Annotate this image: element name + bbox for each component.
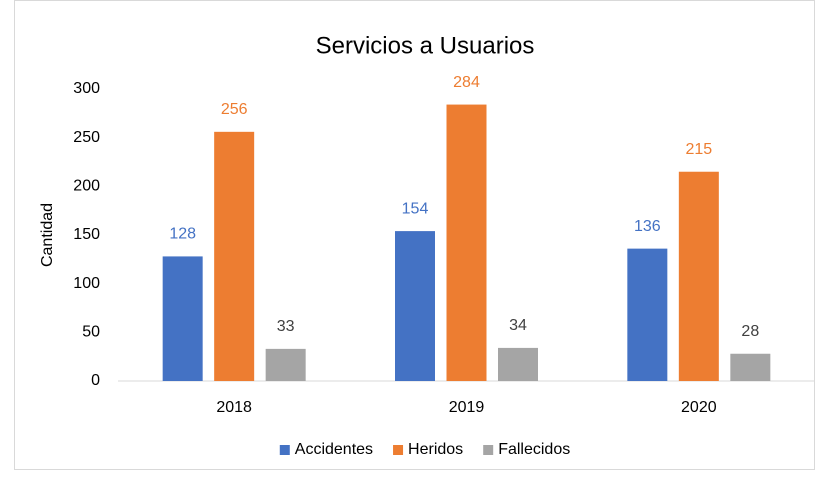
y-tick-label: 0 — [91, 372, 100, 389]
bar — [730, 353, 771, 381]
bar — [678, 171, 719, 381]
data-label: 136 — [634, 218, 661, 235]
chart-title: Servicios a Usuarios — [316, 32, 535, 59]
bar — [498, 347, 538, 381]
data-label: 284 — [453, 74, 480, 91]
y-tick-label: 150 — [73, 226, 100, 243]
x-tick-label: 2020 — [681, 399, 717, 416]
data-label: 215 — [685, 141, 712, 158]
x-tick-label: 2019 — [449, 399, 485, 416]
y-axis-label: Cantidad — [39, 203, 56, 267]
data-label: 34 — [509, 317, 527, 334]
y-tick-label: 200 — [73, 178, 100, 195]
legend-swatch — [279, 445, 290, 455]
legend-swatch — [483, 445, 494, 455]
data-label: 28 — [741, 323, 759, 340]
bar — [627, 248, 668, 381]
data-label: 33 — [277, 318, 295, 335]
bar — [395, 231, 435, 381]
y-tick-label: 100 — [73, 275, 100, 292]
x-tick-label: 2018 — [216, 399, 252, 416]
bar — [214, 131, 255, 381]
legend-label: Fallecidos — [498, 441, 570, 458]
legend-label: Heridos — [408, 441, 463, 458]
legend-swatch — [393, 445, 404, 455]
y-tick-label: 300 — [73, 80, 100, 97]
y-tick-label: 250 — [73, 129, 100, 146]
bar — [162, 256, 203, 381]
bar — [265, 348, 306, 381]
bar — [446, 104, 487, 381]
legend-label: Accidentes — [295, 441, 373, 458]
y-tick-label: 50 — [82, 324, 100, 341]
data-label: 128 — [169, 226, 196, 243]
data-label: 256 — [221, 101, 248, 118]
data-label: 154 — [402, 200, 429, 217]
